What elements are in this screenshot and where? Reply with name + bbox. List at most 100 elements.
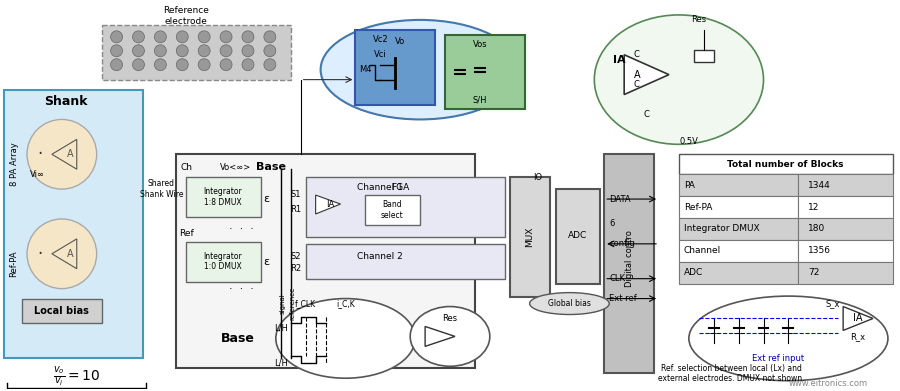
Text: Vo<∞>: Vo<∞> [220,163,252,172]
Text: i_C,K: i_C,K [336,299,355,308]
Circle shape [242,59,254,71]
Bar [798,262,893,283]
Text: M4: M4 [359,65,372,74]
Circle shape [111,45,122,57]
Polygon shape [843,307,873,330]
Text: Digital contro: Digital contro [625,230,634,287]
Circle shape [111,59,122,71]
Text: Ch: Ch [180,163,193,172]
Text: Vi∞: Vi∞ [30,170,44,179]
Bar [679,262,798,283]
Text: Channel: Channel [684,246,721,255]
Text: IA: IA [613,55,626,65]
Text: ADC: ADC [684,268,703,277]
Polygon shape [425,326,455,346]
Bar [798,218,893,240]
Circle shape [155,31,166,43]
Circle shape [220,31,232,43]
Text: Vos: Vos [472,40,487,49]
Text: FGA: FGA [392,183,410,192]
Circle shape [176,31,188,43]
Text: S2: S2 [291,252,301,261]
Ellipse shape [688,296,888,381]
Circle shape [242,45,254,57]
Text: Ext ref input: Ext ref input [752,354,805,363]
Text: MUX: MUX [525,227,534,247]
Bar [694,50,714,62]
Text: L/H: L/H [274,359,288,368]
Bar [306,177,505,237]
Circle shape [220,45,232,57]
Text: f_CLK: f_CLK [295,299,316,308]
Text: PA: PA [684,181,695,190]
Bar [798,196,893,218]
Text: L/H: L/H [274,324,288,333]
Text: IA: IA [327,199,335,208]
Text: CLK: CLK [609,274,626,283]
Text: Shared
Shank Wire: Shared Shank Wire [140,179,183,199]
Bar [555,189,600,283]
Text: Vc2: Vc2 [373,35,388,44]
Text: ε: ε [263,194,269,204]
Circle shape [27,119,96,189]
Bar [679,240,798,262]
Text: www.eitronics.com: www.eitronics.com [788,379,868,388]
Ellipse shape [275,299,415,378]
Text: R2: R2 [290,264,302,273]
Text: 180: 180 [808,224,825,233]
Ellipse shape [529,292,609,314]
Bar [356,30,435,104]
Bar [679,196,798,218]
Bar [798,240,893,262]
Text: ε: ε [263,257,269,267]
Text: reference: reference [290,287,296,320]
Bar [679,218,798,240]
Text: 72: 72 [808,268,820,277]
Circle shape [111,31,122,43]
Ellipse shape [410,307,490,366]
Text: config: config [609,239,635,248]
Text: A: A [67,149,73,159]
Bar [176,154,475,368]
Bar [365,195,420,225]
Text: ·: · [37,245,42,263]
Text: ·: · [37,145,42,163]
Text: C: C [634,50,639,59]
Text: A: A [634,70,641,80]
Text: Channel 1: Channel 1 [357,183,403,192]
Text: Res: Res [691,15,707,24]
Text: 1344: 1344 [808,181,831,190]
Text: Integrator
1:8 DMUX: Integrator 1:8 DMUX [203,187,242,207]
Text: Vo: Vo [395,37,405,46]
Circle shape [264,45,275,57]
Text: R1: R1 [290,204,302,213]
Bar [102,25,291,80]
Circle shape [176,59,188,71]
Text: ·  ·  ·: · · · [229,283,254,294]
Text: Total number of Blocks: Total number of Blocks [727,160,843,169]
Circle shape [198,45,210,57]
Text: DATA: DATA [609,195,631,204]
Text: Base: Base [221,332,255,345]
Text: ADC: ADC [568,231,587,240]
Text: S_x: S_x [826,299,841,308]
Circle shape [198,31,210,43]
Text: IA: IA [853,314,863,323]
Text: Vci: Vci [374,50,387,59]
Text: Band
select: Band select [381,200,403,220]
Text: Ext ref: Ext ref [609,294,637,303]
Bar [679,174,798,196]
Text: IO: IO [533,173,542,182]
Text: Res: Res [443,314,457,323]
Text: Ref-PA: Ref-PA [684,203,712,212]
Text: Ref. selection between local (Lx) and
external electrodes. DMUX not shown.: Ref. selection between local (Lx) and ex… [659,364,805,383]
Bar [679,154,893,174]
Bar [186,242,261,282]
Circle shape [242,31,254,43]
Bar [22,299,102,323]
Text: Integrator
1:0 DMUX: Integrator 1:0 DMUX [203,252,242,271]
Circle shape [155,45,166,57]
Text: Ref-PA: Ref-PA [10,251,19,277]
Text: R_x: R_x [850,332,866,341]
Text: 12: 12 [808,203,820,212]
